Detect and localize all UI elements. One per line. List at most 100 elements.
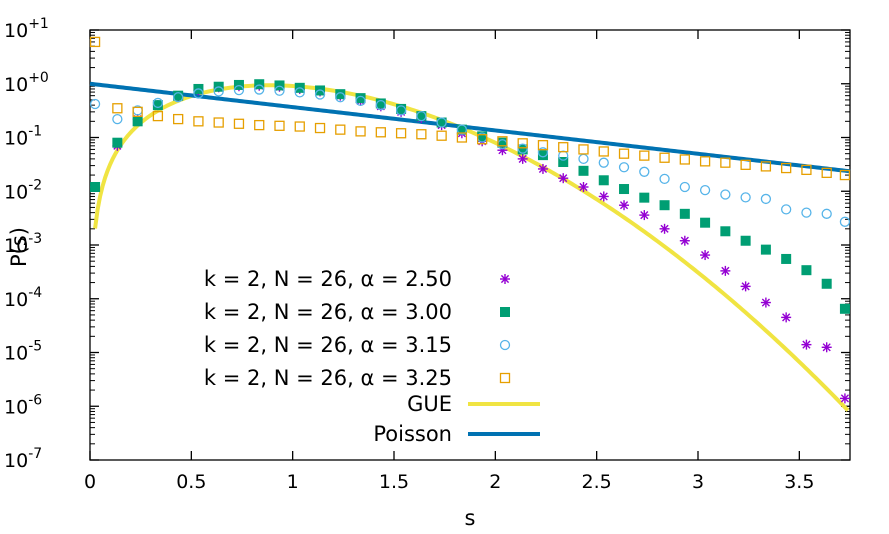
- data-point: [659, 173, 670, 185]
- data-point: [720, 157, 731, 168]
- data-point: [821, 167, 832, 178]
- data-point: [679, 181, 690, 193]
- legend-label: k = 2, N = 26, α = 3.00: [204, 300, 452, 324]
- data-point: [760, 297, 771, 308]
- legend: k = 2, N = 26, α = 2.50 k = 2, N = 26, α …: [204, 267, 540, 446]
- legend-label: k = 2, N = 26, α = 3.25: [204, 366, 452, 390]
- y-tick-label: 10+1: [4, 16, 49, 42]
- data-point: [740, 281, 751, 292]
- data-point: [598, 146, 609, 157]
- data-point: [639, 166, 650, 177]
- data-point: [132, 116, 143, 127]
- y-tick-label: 10-3: [4, 231, 42, 257]
- data-point: [720, 189, 731, 200]
- y-tick-label: 10-4: [4, 285, 42, 311]
- x-tick-label: 3: [692, 471, 704, 493]
- data-point: [173, 92, 184, 103]
- legend-marker: [499, 372, 511, 384]
- data-point: [839, 216, 851, 227]
- data-point: [619, 200, 630, 211]
- data-point: [801, 164, 812, 176]
- data-point: [578, 165, 589, 176]
- data-point: [760, 244, 771, 255]
- data-point: [314, 89, 326, 100]
- data-point: [537, 147, 549, 158]
- data-point: [659, 152, 670, 163]
- data-point: [436, 117, 447, 128]
- data-point: [639, 192, 650, 203]
- data-point: [456, 124, 467, 135]
- data-point: [700, 217, 711, 228]
- data-point: [537, 163, 548, 174]
- data-point: [578, 153, 589, 165]
- data-point: [375, 98, 386, 109]
- data-point: [375, 99, 386, 111]
- data-point: [112, 113, 123, 125]
- data-point: [355, 126, 366, 137]
- y-tick-label: 10-1: [4, 124, 42, 150]
- legend-marker: [499, 339, 511, 351]
- data-point: [456, 132, 468, 143]
- series-3: [89, 36, 851, 181]
- data-point: [801, 207, 812, 218]
- data-point: [132, 106, 143, 118]
- data-point: [598, 191, 609, 202]
- data-point: [396, 103, 407, 114]
- data-point: [720, 226, 731, 237]
- legend-label: k = 2, N = 26, α = 3.15: [204, 333, 452, 357]
- data-point: [112, 137, 123, 148]
- data-point: [781, 204, 792, 215]
- data-point: [781, 162, 792, 174]
- poisson-curve: [89, 81, 851, 174]
- data-point: [152, 97, 164, 109]
- data-point: [801, 265, 812, 276]
- data-point: [254, 84, 265, 95]
- data-point: [558, 173, 569, 184]
- data-point: [335, 124, 346, 135]
- data-point: [395, 105, 407, 116]
- data-point: [314, 122, 326, 134]
- data-point: [659, 200, 670, 211]
- x-tick-label: 1: [287, 471, 299, 493]
- data-point: [619, 184, 630, 195]
- y-tick-label: 10-6: [4, 392, 42, 418]
- data-point: [639, 210, 650, 221]
- data-point: [700, 250, 711, 261]
- data-point: [294, 121, 305, 132]
- data-point: [781, 312, 792, 323]
- data-point: [213, 117, 224, 128]
- legend-label: Poisson: [373, 422, 452, 446]
- data-point: [497, 136, 508, 147]
- data-point: [618, 162, 630, 173]
- series-2: [89, 84, 851, 227]
- y-tick-label: 10+0: [4, 70, 49, 96]
- data-point: [821, 208, 832, 219]
- legend-label: k = 2, N = 26, α = 2.50: [204, 267, 452, 291]
- x-tick-label: 1.5: [379, 471, 409, 493]
- data-point: [233, 118, 245, 129]
- data-point: [477, 134, 488, 145]
- data-point: [517, 138, 528, 149]
- data-point: [395, 128, 407, 139]
- data-point: [89, 36, 101, 48]
- data-point: [639, 150, 650, 161]
- data-point: [740, 192, 751, 203]
- data-point: [254, 119, 265, 131]
- data-point: [558, 142, 569, 153]
- data-point: [598, 175, 609, 186]
- data-point: [578, 144, 589, 155]
- data-point: [477, 131, 488, 142]
- data-point: [679, 235, 690, 246]
- data-point: [699, 184, 711, 196]
- data-point: [90, 181, 101, 192]
- data-point: [679, 208, 690, 219]
- x-tick-label: 0: [84, 471, 96, 493]
- data-point: [558, 157, 569, 168]
- series-1: [90, 79, 850, 314]
- data-point: [720, 265, 731, 276]
- y-tick-label: 10-7: [4, 446, 42, 472]
- data-point: [839, 169, 851, 181]
- gue-curve: [93, 83, 850, 412]
- data-point: [839, 393, 850, 404]
- y-axis-label: P(s): [7, 227, 31, 267]
